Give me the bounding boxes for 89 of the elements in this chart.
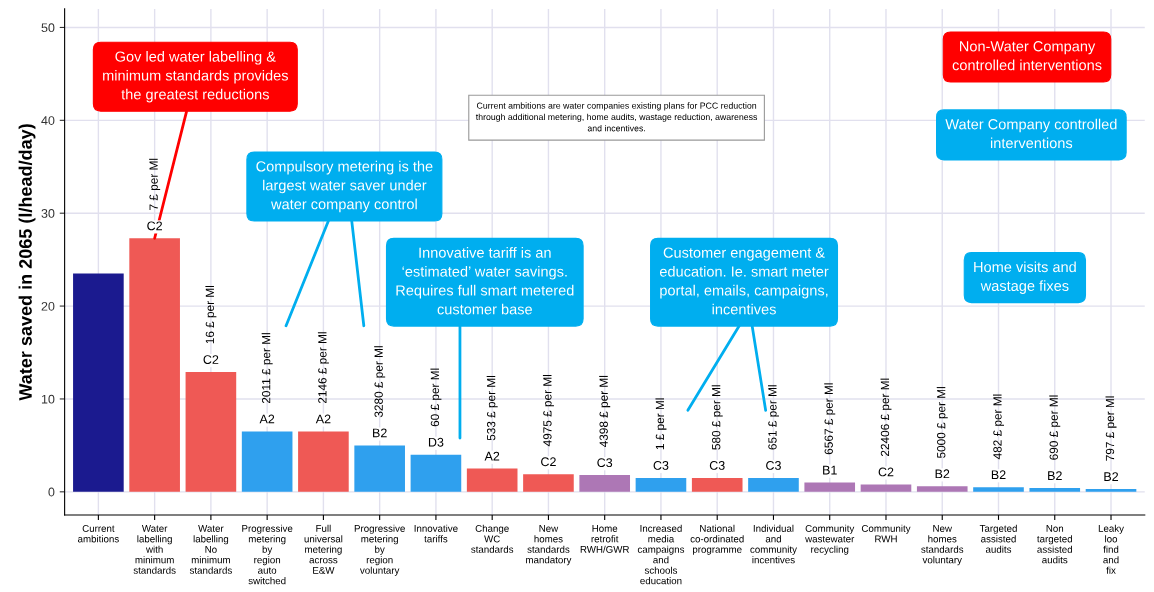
annotation: 60 £ per Ml <box>430 368 442 427</box>
annotation: 2146 £ per Ml <box>317 332 329 404</box>
x-tick-label: Water labelling No minimum standards <box>189 525 232 574</box>
bar <box>860 484 912 492</box>
y-tick-label: 50 <box>41 23 55 33</box>
data-label: C2 <box>878 467 894 477</box>
x-tick-label: Water labelling with minimum standards <box>133 525 176 574</box>
x-tick-label: Community wastewater recycling <box>805 524 855 555</box>
annotation: 482 £ per Ml <box>993 394 1004 460</box>
bar <box>1085 489 1137 492</box>
annotation: 6567 £ per Ml <box>824 383 836 455</box>
x-tick-label: Full universal metering across E&W <box>304 524 343 574</box>
bar <box>635 477 687 492</box>
annotation: Gov led water labelling & minimum standards provides the greatest reductions <box>103 51 289 103</box>
data-label: B1 <box>823 465 837 475</box>
y-tick-label: 40 <box>41 116 55 125</box>
data-label: B2 <box>991 470 1006 480</box>
annotation: Non-Water Company controlled interventions <box>952 41 1102 71</box>
x-tick-label: Increased media campaigns and schools education <box>637 524 685 585</box>
x-tick-label: Progressive metering by region auto switched <box>242 524 293 585</box>
bar <box>466 468 518 492</box>
bar <box>579 475 631 492</box>
annotation: Current ambitions are water companies existing plans for PCC reduction through additional metering, home audits, wastage reduction, awareness and incentives. <box>475 102 758 132</box>
bar <box>241 431 293 492</box>
annotation: Home visits and wastage fixes <box>974 261 1076 294</box>
annotation: Customer engagement & education. Ie. smart meter portal, emails, campaigns, incentives <box>659 247 829 315</box>
data-label: B2 <box>935 469 950 479</box>
y-tick-label: 0 <box>48 487 55 497</box>
y-tick-label: 10 <box>41 394 55 404</box>
data-label: C3 <box>709 461 725 470</box>
data-label: A2 <box>484 451 500 461</box>
data-label: A2 <box>259 414 275 424</box>
x-tick-label: Leaky loo find and fix <box>1098 524 1124 574</box>
x-tick-label: Community RWH <box>861 524 911 543</box>
bar <box>916 486 968 492</box>
bar <box>185 372 237 492</box>
data-label: C2 <box>147 221 162 231</box>
annotation: 16 £ per Ml <box>205 285 217 344</box>
annotation: Water Company controlled interventions <box>945 118 1117 149</box>
x-tick-label: Individual and community incentives <box>750 524 797 564</box>
annotation: 4975 £ per Ml <box>542 375 554 447</box>
y-tick-label: 20 <box>41 301 55 311</box>
annotation: 797 £ per Ml <box>1105 396 1117 461</box>
data-label: C2 <box>541 457 556 467</box>
y-tick-label: 30 <box>41 209 55 218</box>
annotation: 5000 £ per Ml <box>936 387 948 458</box>
x-tick-label: Home retrofit RWH/GWR <box>580 525 629 553</box>
data-label: D3 <box>428 437 444 447</box>
bar <box>410 454 462 492</box>
x-tick-label: National co-ordinated programme <box>690 524 744 555</box>
y-axis-title: Water saved in 2065 (l/head/day) <box>18 124 36 401</box>
x-tick-label: Targeted assisted audits <box>979 524 1017 553</box>
annotation: 690 £ per Ml <box>1049 395 1061 460</box>
annotation: 651 £ per Ml <box>767 385 779 450</box>
annotation: 7 £ per Ml <box>149 158 161 210</box>
x-tick-label: Non targeted assisted audits <box>1037 525 1072 564</box>
bar <box>129 238 180 492</box>
data-label: C3 <box>766 461 781 470</box>
annotation: 1 £ per Ml <box>655 398 667 450</box>
annotation: 533 £ per Ml <box>486 375 498 441</box>
x-tick-label: Change WC standards <box>471 524 514 553</box>
data-label: C2 <box>203 355 219 364</box>
data-label: B2 <box>1104 472 1119 481</box>
x-tick-label: Progressive metering by region voluntary <box>354 524 405 576</box>
annotation: 580 £ per Ml <box>711 385 723 450</box>
annotation: Compulsory metering is the largest water saver under water company control <box>256 160 433 213</box>
bar <box>748 477 799 492</box>
x-tick-label: Innovative tariffs <box>414 524 458 543</box>
x-tick-label: New homes standards mandatory <box>526 525 572 566</box>
annotation: 2011 £ per Ml <box>261 333 273 404</box>
x-tick-label: Current ambitions <box>77 525 119 543</box>
data-label: B2 <box>373 428 387 438</box>
x-tick-label: New homes standards voluntary <box>921 525 964 566</box>
annotation: 3280 £ per Ml <box>374 346 386 418</box>
bar <box>804 482 856 492</box>
bar <box>691 477 743 492</box>
annotation: 22406 £ per Ml <box>880 378 892 457</box>
bar <box>298 431 349 492</box>
annotation: 4398 £ per Ml <box>599 375 611 448</box>
data-label: C3 <box>653 461 669 470</box>
bar <box>973 487 1024 492</box>
bar <box>354 445 405 492</box>
data-label: B2 <box>1048 471 1062 480</box>
bar <box>73 273 124 492</box>
bar <box>523 474 574 492</box>
data-label: A2 <box>315 414 331 424</box>
annotation: Innovative tariff is an ‘estimated’ water savings. Requires full smart metered customer base <box>396 247 574 315</box>
data-label: C3 <box>597 458 613 468</box>
bar <box>1029 488 1081 492</box>
